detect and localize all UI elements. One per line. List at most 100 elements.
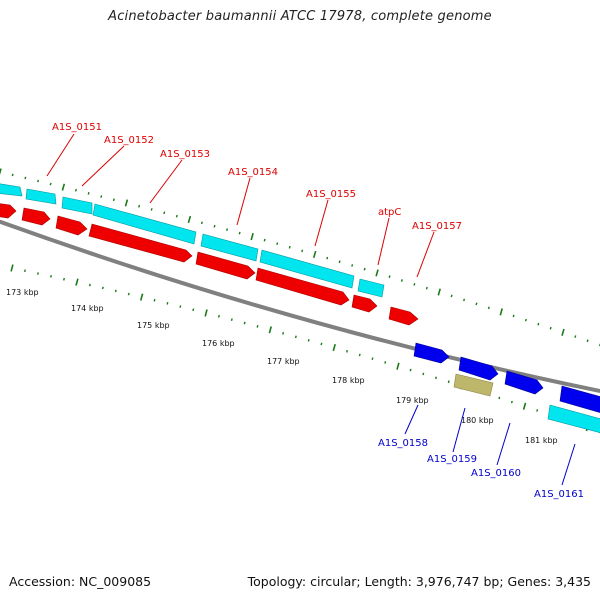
tick-mark: [447, 380, 450, 384]
tick-mark: [498, 396, 501, 400]
tick-mark: [510, 400, 513, 404]
tick-mark: [574, 335, 577, 338]
tick-mark: [351, 264, 354, 267]
tick-mark: [153, 298, 156, 302]
cds-feature[interactable]: [255, 267, 350, 306]
tick-mark: [10, 264, 14, 272]
cds-feature[interactable]: [388, 306, 419, 326]
tick-mark: [524, 318, 527, 322]
topology-text: Topology: circular; Length: 3,976,747 bp…: [247, 574, 591, 589]
cds-feature[interactable]: [259, 249, 355, 289]
tick-mark: [200, 221, 203, 225]
gene-label[interactable]: A1S_0161: [534, 489, 584, 500]
tick-mark: [499, 308, 503, 316]
tick-mark: [256, 325, 259, 328]
tick-mark: [100, 195, 103, 198]
cds-feature[interactable]: [21, 207, 51, 226]
cds-feature[interactable]: [351, 294, 378, 313]
tick-mark: [87, 192, 90, 195]
tick-mark: [238, 231, 241, 235]
bottom-gene-leaders: [404, 404, 576, 486]
cds-feature[interactable]: [547, 404, 600, 434]
cds-feature[interactable]: [195, 251, 256, 280]
tick-mark: [409, 368, 412, 372]
cds-feature[interactable]: [25, 188, 57, 205]
tick-mark: [346, 349, 348, 353]
tick-mark: [163, 211, 166, 215]
tick-mark: [288, 245, 291, 249]
tick-mark: [413, 283, 416, 286]
tick-mark: [537, 322, 540, 326]
accession-text: Accession: NC_009085: [9, 574, 152, 589]
cds-feature[interactable]: [413, 342, 450, 364]
tick-mark: [187, 215, 192, 224]
tick-mark: [179, 305, 182, 308]
gene-label[interactable]: A1S_0160: [471, 468, 521, 479]
tick-mark: [150, 208, 153, 211]
cds-feature[interactable]: [458, 356, 499, 381]
tick-mark: [388, 275, 391, 279]
cds-feature[interactable]: [61, 196, 93, 215]
tick-mark: [282, 332, 285, 335]
tick-mark: [475, 302, 478, 306]
genome-backbone: [0, 219, 600, 394]
tick-mark: [522, 402, 527, 410]
cds-feature[interactable]: [504, 370, 544, 395]
kbp-label: 173 kbp: [6, 288, 39, 297]
tick-mark: [425, 286, 428, 290]
tick-mark: [24, 269, 26, 273]
tick-mark: [384, 361, 387, 364]
cds-feature[interactable]: [0, 183, 23, 197]
tick-mark: [536, 409, 539, 412]
gene-label[interactable]: A1S_0152: [104, 135, 154, 146]
tick-mark: [11, 173, 14, 177]
tick-mark: [88, 283, 91, 287]
tick-mark: [127, 292, 130, 296]
cds-feature[interactable]: [88, 223, 193, 263]
tick-mark: [230, 318, 233, 321]
tick-mark: [50, 275, 52, 278]
tick-mark: [422, 372, 425, 376]
gene-label[interactable]: A1S_0153: [160, 149, 210, 160]
cds-feature[interactable]: [200, 233, 259, 262]
tick-mark: [213, 224, 216, 228]
cds-feature[interactable]: [55, 215, 88, 236]
tick-mark: [0, 168, 2, 175]
cds-feature[interactable]: [453, 373, 494, 397]
tick-mark: [175, 214, 178, 218]
tick-mark: [37, 272, 39, 275]
tick-mark: [326, 256, 329, 260]
tick-mark: [101, 286, 104, 290]
gene-label[interactable]: A1S_0151: [52, 122, 102, 133]
gene-label[interactable]: A1S_0155: [306, 189, 356, 200]
forward-cds-track: [0, 183, 600, 434]
tick-mark: [561, 328, 565, 336]
gene-label[interactable]: A1S_0159: [427, 454, 477, 465]
kbp-label: 176 kbp: [202, 339, 235, 348]
tick-mark: [166, 301, 169, 305]
gene-label[interactable]: A1S_0158: [378, 438, 428, 449]
tick-mark: [512, 314, 515, 318]
tick-mark: [358, 353, 361, 357]
gene-label[interactable]: A1S_0157: [412, 221, 462, 232]
tick-mark: [204, 309, 208, 317]
tick-mark: [243, 321, 246, 325]
tick-mark: [114, 289, 117, 293]
tick-mark: [437, 288, 441, 296]
top-gene-labels: A1S_0151 A1S_0152 A1S_0153 A1S_0154 A1S_…: [52, 122, 462, 232]
tick-mark: [226, 228, 229, 232]
gene-label[interactable]: A1S_0154: [228, 167, 278, 178]
gene-label[interactable]: atpC: [378, 207, 401, 218]
tick-mark: [371, 357, 374, 360]
kbp-label: 180 kbp: [461, 416, 494, 425]
kbp-axis-labels: 173 kbp 174 kbp 175 kbp 176 kbp 177 kbp …: [6, 288, 558, 445]
cds-feature[interactable]: [357, 278, 385, 298]
tick-mark: [332, 343, 336, 352]
cds-feature[interactable]: [92, 203, 197, 245]
cds-feature[interactable]: [0, 203, 17, 219]
tick-mark: [450, 294, 453, 298]
tick-mark: [549, 326, 552, 330]
tick-mark: [139, 293, 144, 301]
tick-mark: [396, 362, 400, 370]
cds-feature[interactable]: [559, 385, 600, 414]
